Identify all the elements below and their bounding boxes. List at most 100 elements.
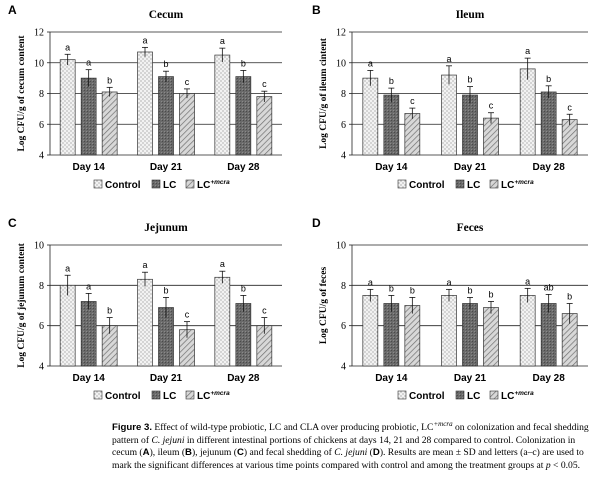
legend-label-lc-mcra: LC+mcra [197,179,230,191]
chart-title: Jejunum [144,222,188,234]
legend-label-lc: LC [163,180,176,191]
bar-control-day-14 [59,59,76,156]
significance-letter: a [525,276,530,286]
y-tick-label: 4 [39,362,44,373]
significance-letter: a [446,54,451,64]
y-tick-label: 8 [39,281,44,292]
bar-lc-day-14 [80,301,97,367]
y-tick-label: 10 [34,58,44,69]
category-label-day-14: Day 14 [73,162,106,173]
bar-lc-mcra-day-21 [483,307,499,367]
significance-letter: c [262,79,267,89]
category-label-day-21: Day 21 [454,162,487,173]
significance-letter: a [525,46,530,56]
significance-letter: b [546,74,551,84]
bar-control-day-28 [214,276,231,367]
significance-letter: a [220,259,225,269]
category-label-day-28: Day 28 [227,162,260,173]
significance-letter: b [389,76,394,86]
y-tick-label: 4 [341,151,346,162]
legend-label-lc-mcra: LC+mcra [501,179,534,191]
y-tick-label: 12 [34,28,44,39]
caption-text-3: in different intestinal portions of chic… [112,434,576,459]
significance-letter: b [107,306,112,316]
legend-swatch-lc [455,179,465,189]
legend-label-control: Control [105,391,141,402]
legend-swatch-lc [455,390,465,400]
caption-sup: +mcra [433,420,453,428]
legend: Control LC LC+mcra [397,179,534,191]
caption-ref-d: D [372,447,380,459]
significance-letter: ab [544,282,554,292]
y-tick-label: 10 [336,58,346,69]
significance-letter: c [185,77,190,87]
panel-jejunum: C Jejunum Log CFU/g of jejunum content 4 6 8 1… [8,216,282,402]
bar-lc-day-28 [235,303,252,367]
legend-label-lc-mcra-sup: +mcra [210,390,230,397]
caption-ref-b: B [185,447,192,459]
significance-letter: b [241,58,246,68]
category-label-day-14: Day 14 [375,373,408,384]
significance-letter: a [65,42,70,52]
y-tick-label: 6 [341,321,346,332]
category-label-day-21: Day 21 [150,162,183,173]
bar-control-day-21 [137,278,153,367]
significance-letter: c [410,96,415,106]
caption-text-8: ). Results are mean ± SD and letters (a–… [112,447,584,471]
significance-letter: b [567,291,572,301]
legend-label-lc-mcra: LC+mcra [197,390,230,402]
significance-letter: b [107,75,112,85]
significance-letter: b [488,289,493,299]
significance-letter: a [446,277,451,287]
significance-letter: a [142,260,147,270]
legend-label-control: Control [409,180,445,191]
category-label-day-21: Day 21 [150,373,183,384]
bar-lc-day-14 [80,77,97,156]
significance-letter: c [185,310,190,320]
significance-letter: b [241,283,246,293]
bar-control-day-28 [214,54,231,156]
legend-swatch-lc [151,390,161,400]
bar-lc-day-14 [383,94,400,156]
panel-letter-b: B [312,3,321,17]
y-tick-label: 10 [336,241,346,252]
bar-control-day-14 [59,284,76,367]
significance-letter: a [86,281,91,291]
legend-swatch-control [397,179,407,189]
significance-letter: c [262,306,267,316]
y-tick-label: 12 [336,28,346,39]
caption-text-2: on colonization and fecal shedding patte… [112,422,589,446]
caption-label: Figure 3. [112,422,152,434]
figure-caption: Figure 3. Effect of wild-type probiotic,… [112,418,592,473]
significance-letter: b [163,59,168,69]
legend-label-lc: LC [163,391,176,402]
category-label-day-28: Day 28 [533,162,566,173]
y-tick-label: 8 [39,89,44,100]
legend-label-lc: LC [467,391,480,402]
significance-letter: a [86,58,91,68]
legend-swatch-lc-mcra [489,179,499,189]
significance-letter: a [65,263,70,273]
legend-label-lc: LC [467,180,480,191]
legend: Control LC LC+mcra [93,179,230,191]
bar-lc-mcra-day-14 [101,91,118,156]
legend-swatch-lc-mcra [185,390,195,400]
bar-lc-day-21 [462,303,478,367]
bar-control-day-28 [519,68,536,156]
legend-swatch-control [93,179,103,189]
y-tick-label: 6 [341,120,346,131]
significance-letter: b [467,75,472,85]
y-tick-label: 8 [341,89,346,100]
legend-label-control: Control [105,180,141,191]
caption-text-6: ) and fecal shedding of [243,447,335,459]
caption-p: p [545,459,551,471]
bar-lc-day-21 [158,76,174,156]
significance-letter: a [368,277,373,287]
panel-cecum: A Cecum Log CFU/g of cecum content 4 6 8 10 12 a… [8,3,282,191]
bar-control-day-14 [362,295,379,367]
bar-lc-mcra-day-14 [404,305,421,367]
significance-letter: b [467,285,472,295]
y-tick-label: 4 [341,362,346,373]
caption-text-7: ( [367,447,373,459]
legend-swatch-control [93,390,103,400]
